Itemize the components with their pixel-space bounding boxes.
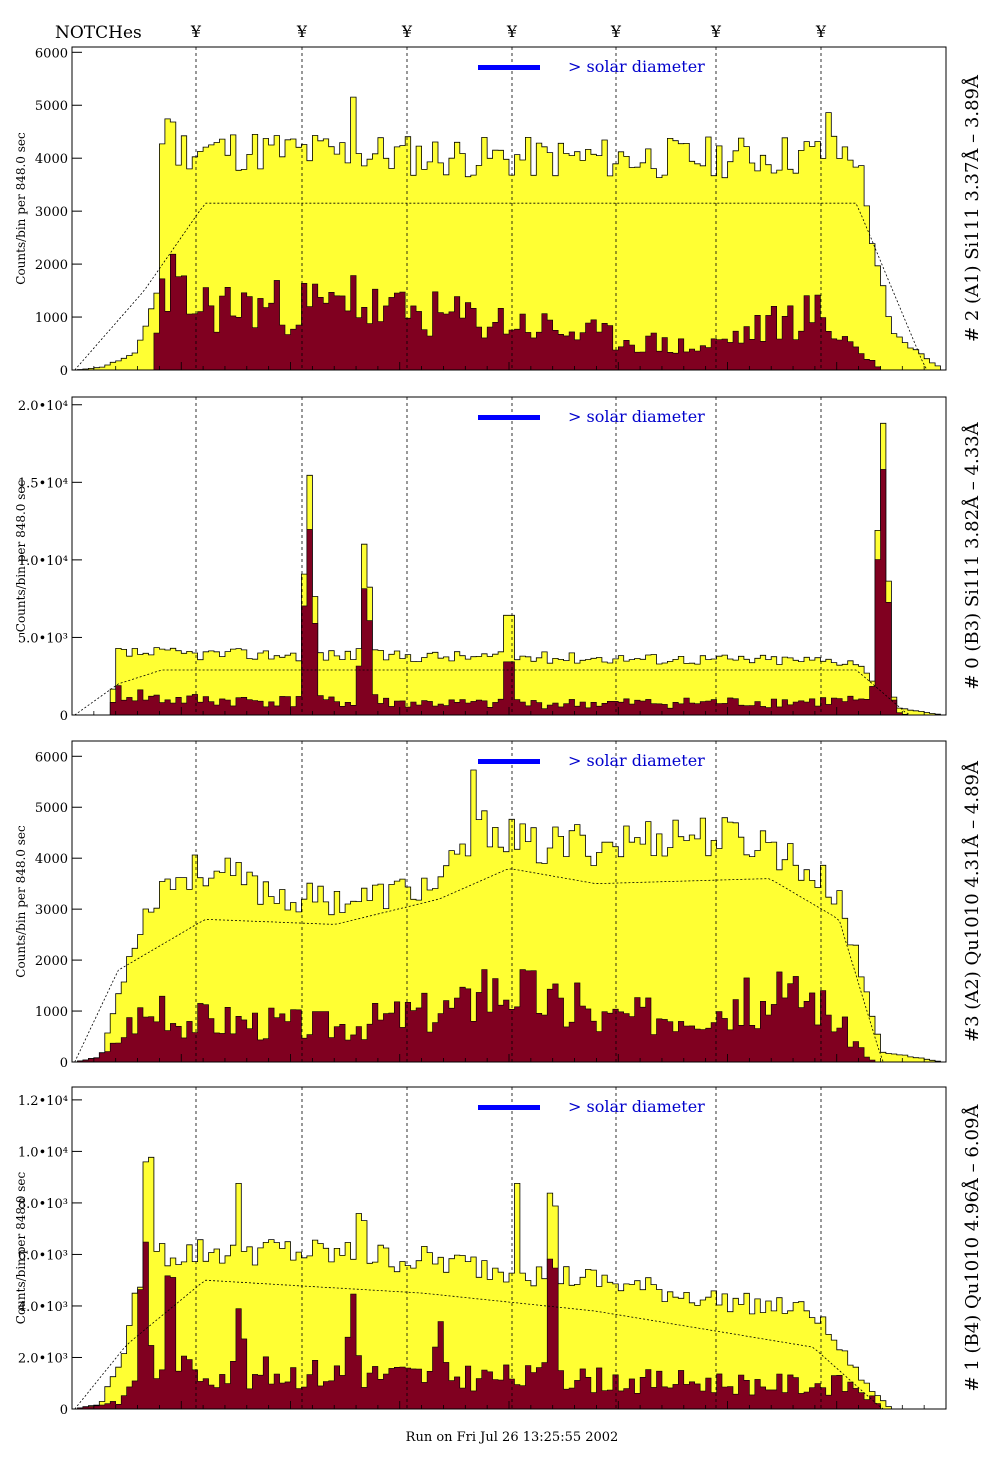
smoothed-continuum-curve [74,669,944,716]
panel-title: # 2 (A1) Si111 3.37Å – 3.89Å [961,74,983,342]
y-tick-label: 0 [60,364,68,379]
notch-marker: ¥ [506,22,518,41]
y-tick-label: 0 [60,1403,68,1418]
y-tick-label: 1.0•10⁴ [18,554,68,569]
y-tick-label: 6000 [35,750,68,765]
total-counts-histogram [72,422,946,716]
y-tick-label: 3000 [35,205,68,220]
notch-marker: ¥ [815,22,827,41]
y-tick-label: 4.0•10³ [18,1300,68,1315]
footer-run-timestamp: Run on Fri Jul 26 13:25:55 2002 [406,1430,619,1445]
legend-swatch [478,759,540,764]
line-counts-histogram [72,1241,946,1410]
y-tick-label: 3000 [35,903,68,918]
legend-label: > solar diameter [568,407,705,426]
y-tick-label: 4000 [35,852,68,867]
legend-swatch [478,65,540,70]
y-tick-label: 5000 [35,801,68,816]
smoothed-continuum-curve [74,1279,944,1410]
line-counts-histogram [72,253,946,371]
legend-label: > solar diameter [568,1097,705,1116]
y-tick-label: 5.0•10³ [18,631,68,646]
panel-1: 0 1000 2000 3000 4000 5000 6000 Counts/bin per … [14,46,983,379]
notch-marker: ¥ [190,22,202,41]
total-counts-histogram [72,1156,946,1410]
notch-marker: ¥ [610,22,622,41]
line-counts-histogram [72,969,946,1063]
notch-marker: ¥ [401,22,413,41]
legend-label: > solar diameter [568,57,705,76]
legend-swatch [478,415,540,420]
smoothed-continuum-curve [74,868,944,1063]
y-tick-label: 1.5•10⁴ [18,476,68,491]
y-tick-label: 1000 [35,311,68,326]
y-axis-label: Counts/bin per 848.0 sec [14,1172,28,1325]
y-tick-label: 5000 [35,99,68,114]
y-tick-label: 6.0•10³ [18,1248,68,1263]
total-counts-histogram [72,96,946,371]
y-axis-label: Counts/bin per 848.0 sec [14,825,28,978]
panel-title: #3 (A2) Qu1010 4.31Å – 4.89Å [961,760,983,1042]
legend-label: > solar diameter [568,751,705,770]
smoothed-continuum-curve [74,202,944,371]
y-tick-label: 8.0•10³ [18,1197,68,1212]
y-tick-label: 0 [60,709,68,724]
y-tick-label: 2.0•10³ [18,1351,68,1366]
y-axis-label: Counts/bin per 848.0 sec [14,132,28,285]
notch-marker: ¥ [296,22,308,41]
y-tick-label: 4000 [35,152,68,167]
notch-marker: ¥ [710,22,722,41]
panel-2: 0 5.0•10³ 1.0•10⁴ 1.5•10⁴ 2.0•10⁴ Counts/bin … [14,396,983,724]
panel-3: 0 1000 2000 3000 4000 5000 6000 Counts/bin per … [14,740,983,1071]
notches-label: NOTCHes [55,23,142,43]
line-counts-histogram [72,469,946,716]
panel-4: 0 2.0•10³ 4.0•10³ 6.0•10³ 8.0•10³ 1.0•10⁴ 1.2•… [14,1086,983,1418]
y-tick-label: 2000 [35,258,68,273]
y-tick-label: 2.0•10⁴ [18,399,68,414]
y-tick-label: 0 [60,1056,68,1071]
y-tick-label: 6000 [35,46,68,61]
panel-title: # 0 (B3) Si111 3.82Å – 4.33Å [961,421,983,689]
y-tick-label: 2000 [35,954,68,969]
y-tick-label: 1.0•10⁴ [18,1145,68,1160]
y-axis-label: Counts/bin per 848.0 sec [14,480,28,633]
y-tick-label: 1000 [35,1005,68,1020]
panel-title: # 1 (B4) Qu1010 4.96Å – 6.09Å [961,1104,983,1392]
legend-swatch [478,1105,540,1110]
y-tick-label: 1.2•10⁴ [18,1094,68,1109]
total-counts-histogram [72,769,946,1063]
